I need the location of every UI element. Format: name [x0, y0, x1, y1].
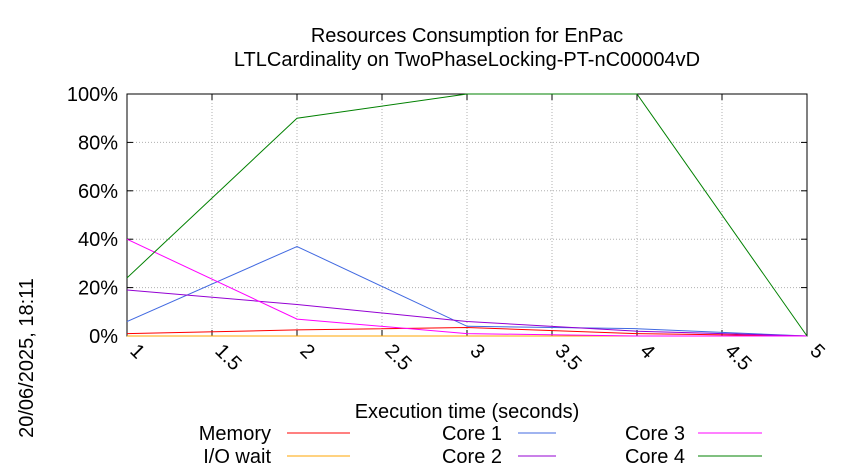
y-tick-label: 100%: [67, 84, 118, 106]
series-line-core-2: [126, 289, 808, 337]
series-line-memory: [126, 326, 808, 337]
legend-label-core-3: Core 3: [625, 423, 685, 445]
chart-title: Resources Consumption for EnPac: [311, 25, 623, 47]
chart-subtitle: LTLCardinality on TwoPhaseLocking-PT-nC0…: [234, 49, 700, 71]
timestamp-label: 20/06/2025, 18:11: [16, 278, 38, 438]
legend-label-i-o-wait: I/O wait: [203, 446, 271, 468]
series-line-core-1: [126, 245, 808, 337]
y-tick-label: 40%: [78, 229, 118, 251]
y-tick-label: 0%: [89, 326, 118, 348]
series-line-core-4: [126, 93, 808, 337]
legend-label-memory: Memory: [199, 423, 271, 445]
x-axis-label: Execution time (seconds): [355, 401, 580, 423]
legend-label-core-4: Core 4: [625, 446, 685, 468]
legend-label-core-2: Core 2: [442, 446, 502, 468]
y-tick-label: 20%: [78, 278, 118, 300]
y-axis: 0% 20% 40% 60% 80% 100%: [67, 84, 807, 348]
y-tick-label: 80%: [78, 132, 118, 154]
series-lines: [126, 93, 808, 337]
series-line-core-3: [126, 238, 807, 337]
y-tick-label: 60%: [78, 181, 118, 203]
legend-label-core-1: Core 1: [442, 423, 502, 445]
